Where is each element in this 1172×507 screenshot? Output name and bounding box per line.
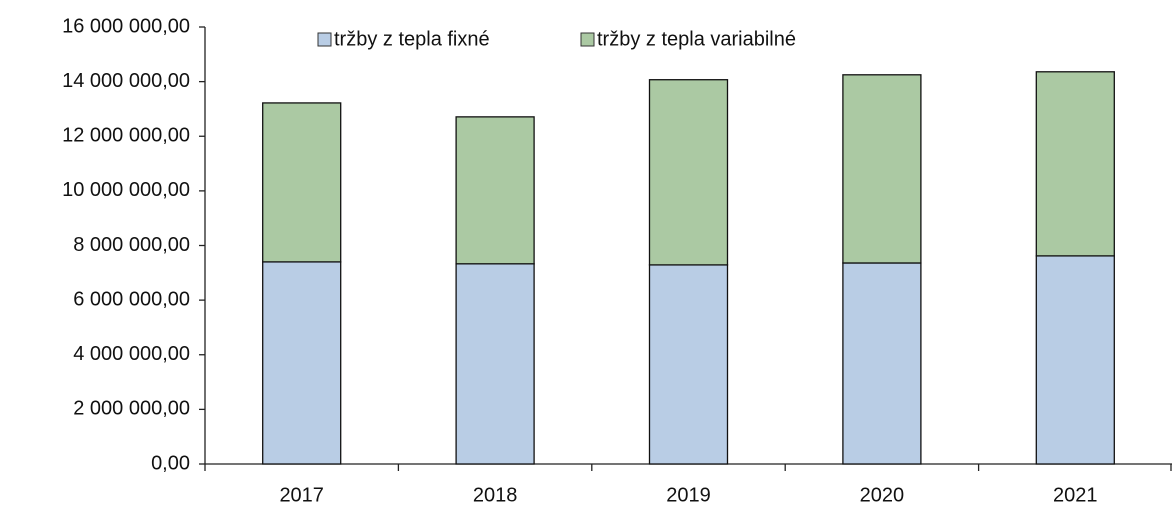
bar-segment [455,263,535,465]
bar-segment [648,264,729,465]
legend-swatch [580,32,595,47]
bar-segment [1035,71,1115,257]
x-tick-label: 2020 [860,484,905,506]
bar-segment [842,262,922,465]
legend-label: tržby z tepla variabilné [597,28,796,50]
legend-label: tržby z tepla fixné [334,28,490,50]
y-tick-label: 8 000 000,00 [73,234,190,256]
y-tick-label: 12 000 000,00 [62,125,190,147]
y-tick-label: 14 000 000,00 [62,70,190,92]
bar-segment [842,74,922,264]
x-tick-label: 2018 [473,484,518,506]
y-tick-label: 10 000 000,00 [62,179,190,201]
bar-segment [1035,255,1115,465]
bar-segment [648,79,729,266]
x-tick-label: 2017 [279,484,324,506]
bar-segment [262,261,342,465]
y-tick-label: 6 000 000,00 [73,288,190,310]
x-tick-label: 2021 [1053,484,1098,506]
y-tick-label: 4 000 000,00 [73,343,190,365]
y-tick-label: 16 000 000,00 [62,15,190,37]
x-tick-label: 2019 [666,484,711,506]
legend-swatch [317,32,332,47]
y-tick-label: 0,00 [151,452,190,474]
bar-segment [455,116,535,265]
y-tick-label: 2 000 000,00 [73,398,190,420]
bar-segment [262,102,342,263]
